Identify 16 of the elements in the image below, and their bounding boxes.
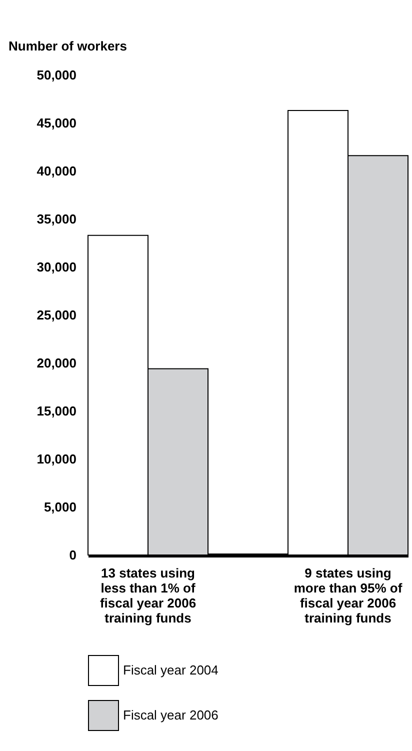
y-tick-label: 20,000	[36, 356, 76, 370]
y-tick-label: 25,000	[36, 308, 76, 322]
y-tick-label: 30,000	[36, 260, 76, 274]
legend-label: Fiscal year 2006	[123, 708, 218, 722]
legend-label: Fiscal year 2004	[123, 662, 218, 678]
x-tick-label: 13 states using less than 1% of fiscal year 2006 training funds	[100, 566, 196, 626]
y-tick-label: 35,000	[36, 212, 76, 226]
x-tick-label: 9 states using more than 95% of fiscal year 2006 training funds	[294, 566, 403, 626]
y-tick-label: 5,000	[44, 500, 76, 514]
y-tick-label: 40,000	[36, 164, 76, 178]
y-tick-label: 0	[69, 548, 76, 562]
y-tick-label: 15,000	[36, 404, 76, 418]
y-tick-label: 45,000	[36, 116, 76, 130]
y-tick-label: 10,000	[36, 452, 76, 466]
y-tick-label: 50,000	[36, 68, 76, 82]
y-axis-title: Number of workers	[8, 38, 127, 54]
